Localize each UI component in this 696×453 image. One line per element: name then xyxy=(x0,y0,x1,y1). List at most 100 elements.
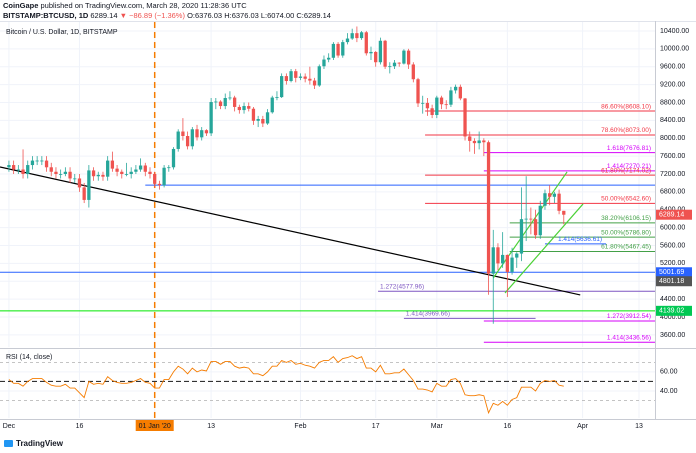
candle-body xyxy=(30,160,35,166)
candle-body xyxy=(298,76,303,78)
candle-body xyxy=(40,160,44,162)
level-label: 1.414(7270.21) xyxy=(607,163,651,170)
candle-body xyxy=(49,167,53,172)
candle-body xyxy=(458,86,462,99)
candle-body xyxy=(355,33,359,39)
candle-body xyxy=(106,160,110,177)
candle-body xyxy=(26,165,30,174)
price: 6289.14 xyxy=(90,11,118,20)
y-tick-label: 40.00 xyxy=(660,388,678,395)
level-label: 61.80%(7174.02) xyxy=(601,167,651,174)
footer-brand: TradingView xyxy=(16,439,64,448)
candle-body xyxy=(134,169,138,172)
candle-body xyxy=(129,171,133,174)
candle-body xyxy=(91,170,96,177)
price-tag xyxy=(656,305,692,316)
level-label: 1.618(7676.81) xyxy=(607,145,651,152)
candle-body xyxy=(453,86,458,91)
x-tick-label: 13 xyxy=(207,423,215,430)
candle-body xyxy=(138,165,143,170)
candle-body xyxy=(374,51,378,63)
candle-body xyxy=(519,219,524,254)
candle-body xyxy=(388,66,392,68)
y-tick-label: 4400.00 xyxy=(660,296,685,303)
candle-body xyxy=(195,129,199,138)
y-tick-label: 8000.00 xyxy=(660,135,685,142)
candle-body xyxy=(270,97,274,113)
candle-body xyxy=(510,257,514,272)
level-label: 1.414(3436.56) xyxy=(607,334,651,341)
candle-body xyxy=(322,59,326,67)
candle-body xyxy=(359,32,364,39)
candle-body xyxy=(275,97,279,98)
x-tick-label: 01 Jan '20 xyxy=(139,423,171,430)
chart-bg xyxy=(0,21,696,419)
candle-body xyxy=(501,254,505,264)
candle-body xyxy=(153,173,157,184)
candle-body xyxy=(110,160,115,169)
candle-body xyxy=(294,71,298,78)
symbol: BITSTAMP:BTCUSD, 1D xyxy=(3,11,89,20)
y-tick-label: 8400.00 xyxy=(660,117,685,124)
candle-body xyxy=(171,148,176,168)
candle-body xyxy=(486,142,491,274)
candle-body xyxy=(439,97,444,105)
rsi-line xyxy=(8,355,564,415)
candle-body xyxy=(190,129,194,147)
trendline xyxy=(492,171,568,279)
y-tick-label: 5200.00 xyxy=(660,260,685,267)
candle-body xyxy=(336,43,340,56)
candle-body xyxy=(280,76,284,98)
candle-body xyxy=(68,171,72,179)
price-tag xyxy=(656,267,692,278)
x-tick-label: 16 xyxy=(76,423,84,430)
candle-body xyxy=(223,97,227,107)
candle-body xyxy=(87,170,91,200)
candle-body xyxy=(331,43,336,58)
y-tick-label: 7200.00 xyxy=(660,171,685,178)
candle-body xyxy=(289,71,293,82)
candle-body xyxy=(411,64,415,80)
candle-body xyxy=(449,90,453,105)
candle-body xyxy=(185,135,190,147)
publish-line: CoinGape published on TradingView.com, M… xyxy=(3,1,331,11)
candle-body xyxy=(482,140,486,143)
level-label: 50.00%(5786.80) xyxy=(601,229,651,236)
trendline xyxy=(0,166,581,296)
y-tick-label: 6000.00 xyxy=(660,224,685,231)
x-tick-label: 17 xyxy=(372,423,380,430)
published: published on TradingView.com, March 28, … xyxy=(40,1,247,10)
candle-body xyxy=(209,102,213,134)
y-tick-label: 7600.00 xyxy=(660,153,685,160)
candle-body xyxy=(63,171,68,174)
candle-body xyxy=(383,40,387,67)
candle-body xyxy=(261,119,265,124)
candle-body xyxy=(524,218,528,220)
candle-body xyxy=(200,130,204,138)
level-label: 1.414(5636.61) xyxy=(558,236,602,243)
candle-body xyxy=(204,130,209,134)
candle-body xyxy=(327,57,331,60)
price-tag xyxy=(656,209,692,220)
candle-body xyxy=(59,173,63,175)
symbol-line: BITSTAMP:BTCUSD, 1D 6289.14 ▼ −86.89 (−1… xyxy=(3,11,331,21)
price-tag-label: 5001.69 xyxy=(659,269,684,276)
candle-body xyxy=(101,174,105,177)
candle-body xyxy=(157,183,162,186)
level-label: 86.60%(8608.10) xyxy=(601,103,651,110)
candle-body xyxy=(468,136,472,141)
candle-body xyxy=(496,247,500,264)
candle-body xyxy=(35,160,39,162)
candle-body xyxy=(529,218,533,220)
candle-body xyxy=(364,32,368,54)
candle-body xyxy=(77,178,82,188)
level-label: 1.272(4577.96) xyxy=(380,283,424,290)
candle-body xyxy=(392,62,397,67)
candle-body xyxy=(214,101,218,103)
candle-body xyxy=(237,106,241,111)
candle-body xyxy=(406,50,411,65)
candle-body xyxy=(477,140,481,144)
candle-body xyxy=(548,193,552,197)
